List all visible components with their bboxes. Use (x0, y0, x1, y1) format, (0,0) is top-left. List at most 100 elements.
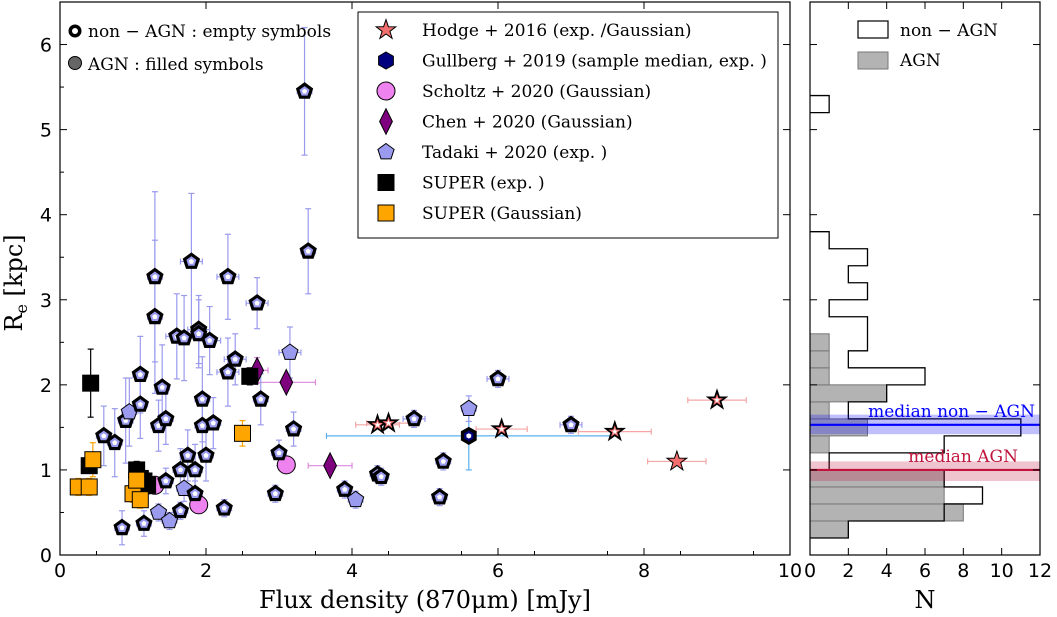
hodge-2016-exp-gaussian-point-hole (611, 428, 618, 435)
tadaki-2020-exp-point-hole (568, 422, 574, 427)
tadaki-2020-exp-point-hole (192, 491, 198, 496)
histogram-bars (810, 94, 1022, 539)
tadaki-2020-exp-point-hole (185, 452, 191, 458)
y-tick-label: 1 (40, 460, 52, 482)
tadaki-2020-exp-point-hole (291, 426, 297, 432)
tadaki-2020-exp-point-hole (199, 423, 205, 428)
hist-x-tick-label: 4 (881, 560, 893, 582)
legend-marker-chen-2020-gaussian (379, 107, 393, 136)
histogram-legend: non − AGN AGN (857, 20, 998, 71)
hist-x-tick-label: 8 (957, 560, 969, 582)
tadaki-2020-exp-point-hole (156, 423, 162, 428)
scatter-legend: Hodge + 2016 (exp. /Gaussian) Gullberg + … (357, 11, 779, 239)
tadaki-2020-exp-point-hole (196, 331, 202, 336)
tadaki-2020-exp-point-hole (207, 337, 213, 343)
tadaki-2020-exp-point-hole (225, 369, 231, 375)
tadaki-2020-exp-point-hole (272, 491, 278, 496)
scatter-panel: 0 2 4 6 8 10 0 1 2 3 4 5 6 Flux density (870μm) [mJy… (0, 1, 802, 614)
tadaki-2020-exp-point-hole (276, 450, 282, 456)
tadaki-2020-exp-point-hole (119, 525, 125, 530)
y-tick-label: 6 (40, 35, 52, 57)
legend-swatch-non-agn (857, 20, 889, 39)
hodge-2016-exp-gaussian-point-hole (713, 396, 721, 403)
super-gaussian-point (128, 471, 146, 489)
median-band-1 (810, 461, 1040, 481)
hollow-symbol-note: non − AGN : empty symbols (68, 22, 331, 42)
tadaki-2020-exp-point-hole (232, 356, 238, 362)
tadaki-2020-exp-point-hole (411, 416, 417, 422)
tadaki-2020-exp-point-hole (440, 458, 446, 464)
agn-hist-bar (810, 486, 945, 505)
histogram-ticks: 0 2 4 6 8 10 12 (804, 2, 1052, 582)
legend-box (357, 11, 779, 239)
hodge-2016-exp-gaussian-point-hole (374, 421, 381, 428)
gullberg-2019-sample-median-exp-point-hole (466, 433, 472, 439)
tadaki-2020-exp-point-hole (199, 396, 205, 402)
legend-marker-scholtz-2020-gaussian (376, 81, 396, 101)
tadaki-2020-exp-point-hole (342, 486, 348, 492)
tadaki-2020-exp-point-hole (152, 274, 158, 279)
legend-marker-hodge-2016-exp-gaussian (374, 18, 398, 40)
tadaki-2020-exp-point-hole (137, 371, 143, 377)
legend-marker-super-gaussian (377, 204, 395, 222)
agn-hist-bar (810, 367, 830, 386)
symbol-notes: non − AGN : empty symbols AGN : filled s… (68, 22, 331, 75)
tadaki-2020-exp-point-hole (137, 401, 143, 407)
x-tick-label: 0 (54, 560, 66, 582)
tadaki-2020-exp-point-hole (254, 300, 260, 306)
tadaki-2020-exp-point-hole (258, 396, 264, 402)
hist-x-tick-label: 6 (919, 560, 931, 582)
tadaki-2020-exp-point-hole (152, 314, 158, 319)
non-agn-hist-step (810, 94, 1022, 539)
agn-hist-bar (810, 520, 849, 539)
hist-x-tick-label: 2 (842, 560, 854, 582)
histogram-x-label: N (915, 586, 936, 614)
x-tick-label: 2 (200, 560, 212, 582)
super-gaussian-point (131, 491, 149, 509)
data-points (69, 82, 729, 536)
tadaki-2020-exp-point-hole (210, 420, 216, 426)
y-tick-label: 4 (40, 205, 52, 227)
legend-marker-gullberg-2019-sample-median-exp (378, 51, 394, 70)
chen-2020-gaussian-point (279, 368, 294, 397)
tadaki-2020-exp-point-hole (163, 478, 169, 484)
tadaki-2020-exp-point-hole (181, 335, 187, 341)
tadaki-2020-exp-point-hole (225, 274, 231, 279)
hodge-2016-exp-gaussian-point (665, 449, 689, 472)
tadaki-2020-exp-point-hole (378, 474, 384, 479)
hodge-2016-exp-gaussian-point-hole (498, 425, 505, 432)
scholtz-2020-gaussian-point (276, 455, 296, 475)
tadaki-2020-exp-point-hole (177, 467, 183, 473)
tadaki-2020-exp-point-hole (112, 440, 118, 445)
tadaki-2020-exp-point-hole (203, 452, 209, 458)
y-tick-label: 5 (40, 120, 52, 142)
tadaki-2020-exp-point (460, 399, 478, 416)
median-agn-label: median AGN (908, 447, 1018, 467)
tadaki-2020-exp-point-hole (141, 520, 147, 526)
x-tick-label: 6 (492, 560, 504, 582)
note-agn: AGN : filled symbols (87, 55, 264, 75)
tadaki-2020-exp-point-hole (437, 494, 443, 500)
agn-hist-bar (810, 350, 830, 369)
agn-hist-bar (810, 503, 964, 522)
scatter-ticks: 0 2 4 6 8 10 0 1 2 3 4 5 6 (40, 2, 802, 582)
legend-label-agn: AGN (899, 51, 941, 71)
tadaki-2020-exp-point-hole (221, 505, 227, 511)
super-gaussian-point (80, 478, 98, 496)
x-tick-label: 4 (346, 560, 358, 582)
tadaki-2020-exp-point (347, 490, 365, 508)
agn-hist-bar (810, 333, 830, 352)
tadaki-2020-exp-point-hole (101, 433, 107, 439)
chen-2020-gaussian-point (323, 451, 338, 480)
note-non-agn: non − AGN : empty symbols (88, 22, 331, 42)
hodge-2016-exp-gaussian-point-hole (385, 419, 392, 426)
legend-swatch-agn (857, 51, 889, 70)
agn-hist-bar (810, 384, 888, 403)
tadaki-2020-exp-point (149, 503, 168, 520)
tadaki-2020-exp-point-hole (159, 384, 165, 390)
super-gaussian-point (84, 451, 102, 469)
filled-symbol-note: AGN : filled symbols (68, 55, 264, 75)
scatter-frame (59, 1, 791, 556)
legend-label-scholtz-2020-gaussian: Scholtz + 2020 (Gaussian) (422, 82, 651, 102)
